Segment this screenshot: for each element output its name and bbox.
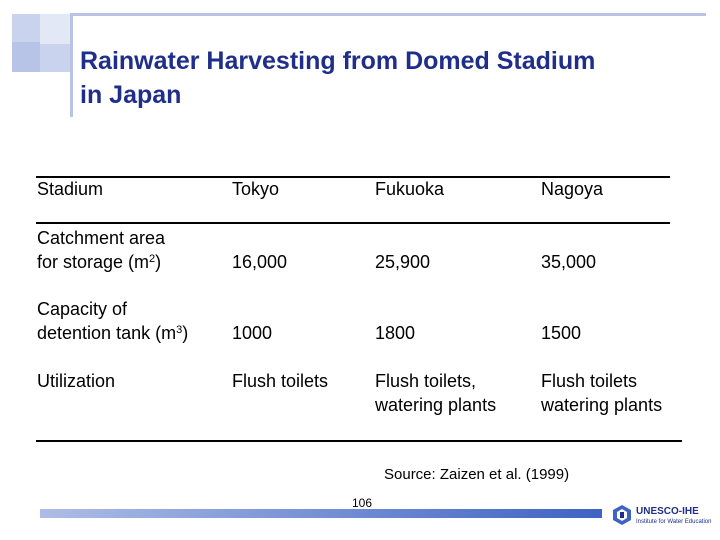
title-line-2: in Japan — [80, 81, 182, 109]
source-citation: Source: Zaizen et al. (1999) — [384, 466, 570, 483]
row-utilization-nagoya-line1: Flush toilets — [541, 371, 638, 391]
row-catchment-tokyo: 16,000 — [232, 252, 288, 272]
row-catchment-label: Catchment area for storage (m2) — [37, 226, 165, 274]
logo-mark-icon — [613, 505, 631, 525]
row-utilization-label: Utilization — [37, 371, 116, 391]
title-line-1: Rainwater Harvesting from Domed Stadium — [80, 47, 596, 75]
footer-bar — [40, 509, 602, 518]
decor-square-light — [40, 14, 70, 44]
header-fukuoka: Fukuoka — [375, 179, 445, 199]
row-catchment-fukuoka: 25,900 — [375, 252, 431, 272]
slide-title: Rainwater Harvesting from Domed Stadium … — [80, 44, 680, 112]
header-tokyo: Tokyo — [232, 179, 280, 199]
row-capacity-nagoya: 1500 — [541, 323, 582, 343]
decor-top-line — [70, 13, 706, 16]
row-utilization-nagoya: Flush toilets watering plants — [541, 369, 662, 417]
row-capacity-label: Capacity of detention tank (m3) — [37, 297, 188, 345]
logo-name: UNESCO-IHE — [636, 506, 699, 517]
row-capacity-label-line2: detention tank (m3) — [37, 323, 189, 343]
logo-tagline: Institute for Water Education — [636, 519, 712, 525]
decor-square-dark — [12, 42, 40, 72]
row-utilization-fukuoka: Flush toilets, watering plants — [375, 369, 496, 417]
decor-vertical-line — [70, 13, 73, 117]
row-utilization-tokyo: Flush toilets — [232, 371, 329, 391]
row-utilization-fukuoka-line1: Flush toilets, — [375, 371, 477, 391]
row-utilization-nagoya-line2: watering plants — [541, 395, 663, 415]
header-stadium: Stadium — [37, 179, 104, 199]
row-capacity-fukuoka: 1800 — [375, 323, 416, 343]
table-top-rule — [36, 176, 670, 178]
unesco-ihe-logo: UNESCO-IHE Institute for Water Education — [612, 502, 712, 532]
row-utilization-fukuoka-line2: watering plants — [375, 395, 497, 415]
row-catchment-label-line1: Catchment area — [37, 228, 166, 248]
header-nagoya: Nagoya — [541, 179, 604, 199]
row-catchment-label-line2: for storage (m2) — [37, 252, 162, 272]
row-capacity-label-line1: Capacity of — [37, 299, 128, 319]
page-number: 106 — [352, 496, 373, 510]
table-bottom-rule — [36, 440, 682, 442]
row-catchment-nagoya: 35,000 — [541, 252, 597, 272]
row-capacity-tokyo: 1000 — [232, 323, 273, 343]
table-header-rule — [36, 222, 670, 224]
